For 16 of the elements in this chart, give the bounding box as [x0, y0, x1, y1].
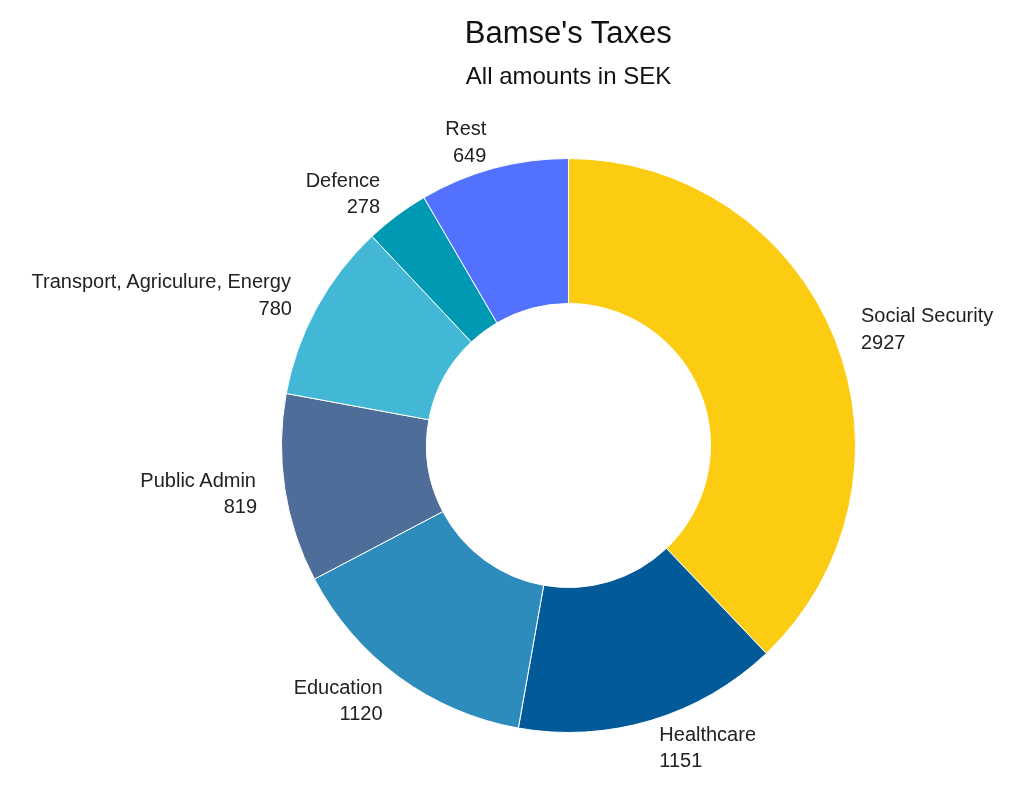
data-label: 649: [452, 143, 487, 166]
data-label: 1120: [339, 702, 383, 724]
data-label: 1151: [659, 749, 703, 772]
slice-label: Education: [293, 675, 383, 698]
data-label: 278: [346, 195, 381, 218]
chart-title: Bamse's Taxes: [464, 15, 672, 50]
data-label: 2927: [860, 330, 906, 353]
chart-subtitle: All amounts in SEK: [465, 62, 672, 89]
slice-label: Rest: [445, 117, 487, 140]
data-label: 819: [223, 495, 258, 518]
slice-label: Healthcare: [659, 722, 757, 745]
data-label: 780: [258, 296, 292, 319]
slice-label: Social Security: [860, 304, 994, 327]
slice-label: Public Admin: [140, 468, 256, 491]
slice-label: Defence: [305, 168, 381, 191]
slice-label: Transport, Agriculure, Energy: [31, 270, 291, 293]
